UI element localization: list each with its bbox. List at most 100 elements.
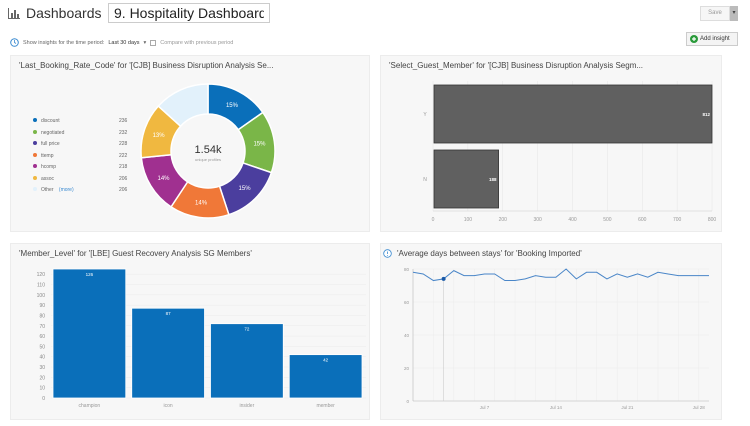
legend-value: 232 [119, 129, 128, 136]
slice-label: 14% [195, 201, 208, 207]
insight-panel-guest-member: 'Select_Guest_Member' for '[CJB] Busines… [380, 55, 722, 232]
legend-item: ttemp 222 [33, 152, 133, 159]
legend-label: ttemp [41, 152, 54, 159]
panel-title: 'Average days between stays' for 'Bookin… [397, 249, 582, 258]
save-button[interactable]: Save [700, 6, 730, 21]
clock-icon [10, 38, 19, 47]
x-tick-label: 400 [568, 217, 577, 223]
donut-slice-Other [157, 83, 209, 128]
x-category-label: icon [164, 403, 173, 409]
x-category-label: insider [240, 403, 255, 409]
legend-swatch [33, 164, 37, 168]
legend-swatch [33, 141, 37, 145]
legend-swatch [33, 187, 37, 191]
legend-label: Other [41, 187, 54, 193]
bar-value-label: 87 [166, 311, 172, 316]
y-tick-label: 90 [39, 303, 45, 309]
breadcrumb-dashboards[interactable]: Dashboards [26, 5, 102, 21]
legend-value: 222 [119, 152, 128, 159]
bar [433, 84, 713, 144]
bar-value-label: 72 [244, 327, 250, 332]
legend-value: 206 [119, 175, 128, 182]
y-tick-label: 60 [404, 300, 410, 305]
more-link[interactable]: (more) [58, 187, 74, 193]
compare-checkbox[interactable] [150, 39, 157, 46]
x-tick-label: 800 [708, 217, 717, 223]
panel-title: 'Select_Guest_Member' for '[CJB] Busines… [389, 61, 644, 70]
legend-item: negotiated 232 [33, 129, 133, 136]
y-tick-label: 120 [37, 272, 46, 278]
y-tick-label: 40 [404, 333, 410, 338]
slice-label: 15% [226, 103, 239, 109]
y-tick-label: 40 [39, 355, 45, 361]
insight-panel-member-level: 'Member_Level' for '[LBE] Guest Recovery… [10, 243, 370, 420]
y-tick-label: 10 [39, 386, 45, 392]
chevron-down-icon[interactable]: ▾ [143, 39, 147, 46]
bar-value-label: 42 [323, 358, 329, 363]
x-tick-label: 300 [533, 217, 542, 223]
y-tick-label: 20 [39, 375, 45, 381]
panel-title: 'Member_Level' for '[LBE] Guest Recovery… [19, 249, 252, 258]
legend-value: 206 [119, 187, 128, 193]
x-tick-label: 0 [432, 217, 435, 223]
bar-value-label: 188 [489, 177, 497, 182]
x-tick-label: Jul 28 [693, 405, 706, 410]
legend-value: 218 [119, 164, 128, 170]
insight-panel-avg-days: 'Average days between stays' for 'Bookin… [380, 243, 722, 420]
hover-point [441, 276, 446, 281]
bar [210, 323, 284, 399]
legend-item: full price 228 [33, 141, 133, 147]
dashboard-title-input[interactable] [108, 3, 270, 23]
legend-item: assoc 206 [33, 175, 133, 182]
dashboard-icon [8, 7, 20, 19]
legend-swatch [33, 129, 37, 134]
info-icon[interactable] [383, 249, 392, 258]
bar-chart: 0 10 20 30 40 50 60 70 80 90 100 110 120 126 champion 8… [37, 268, 366, 409]
save-dropdown-button[interactable]: ▾ [730, 6, 738, 21]
time-period-bar: Show insights for the time period: Last … [10, 38, 233, 47]
bar-value-label: 126 [86, 272, 94, 277]
center-value: 1.54k [195, 144, 222, 156]
slice-label: 15% [253, 142, 266, 148]
y-tick-label: 80 [39, 313, 45, 319]
legend-swatch [33, 152, 37, 157]
y-tick-label: 50 [39, 344, 45, 350]
legend-value: 228 [119, 141, 128, 147]
y-tick-label: 0 [42, 396, 45, 402]
y-tick-label: 0 [406, 399, 409, 404]
bar [433, 149, 499, 209]
x-tick-label: 200 [499, 217, 508, 223]
bar [52, 268, 127, 399]
slice-label: 14% [157, 176, 170, 182]
x-tick-label: Jul 21 [621, 405, 634, 410]
add-insight-button[interactable]: Add insight [686, 32, 738, 46]
legend-label: assoc [41, 175, 55, 182]
legend-value: 236 [119, 118, 128, 124]
x-tick-label: 100 [464, 217, 473, 223]
period-select[interactable]: Last 30 days [108, 39, 140, 46]
x-category-label: champion [79, 403, 101, 409]
line-chart: 0 20 40 60 80 Jul 7 Jul 14 Jul 21 Jul 28 [404, 267, 709, 410]
legend-swatch [33, 175, 37, 180]
bar-value-label: 812 [702, 112, 710, 117]
plus-circle-icon [690, 35, 698, 43]
breadcrumb: Dashboards › [8, 5, 120, 21]
legend-label: discount [41, 118, 60, 124]
x-tick-label: Jul 7 [480, 405, 490, 410]
data-line [412, 268, 709, 282]
y-tick-label: 100 [37, 293, 46, 299]
period-label: Show insights for the time period: [23, 39, 105, 46]
y-tick-label: 60 [39, 334, 45, 340]
y-tick-label: 20 [404, 366, 410, 371]
horizontal-bar-chart: 0 100 200 300 400 500 600 700 800 812 Y 188 N [423, 81, 717, 223]
x-category-label: member [316, 403, 335, 409]
y-category-label: Y [423, 112, 427, 118]
panel-title: 'Last_Booking_Rate_Code' for '[CJB] Busi… [19, 61, 274, 70]
y-tick-label: 110 [37, 282, 45, 288]
y-tick-label: 80 [404, 267, 410, 272]
y-tick-label: 30 [39, 365, 45, 371]
slice-label: 13% [153, 133, 166, 139]
legend-label: negotiated [41, 129, 65, 136]
legend-swatch [33, 118, 37, 122]
